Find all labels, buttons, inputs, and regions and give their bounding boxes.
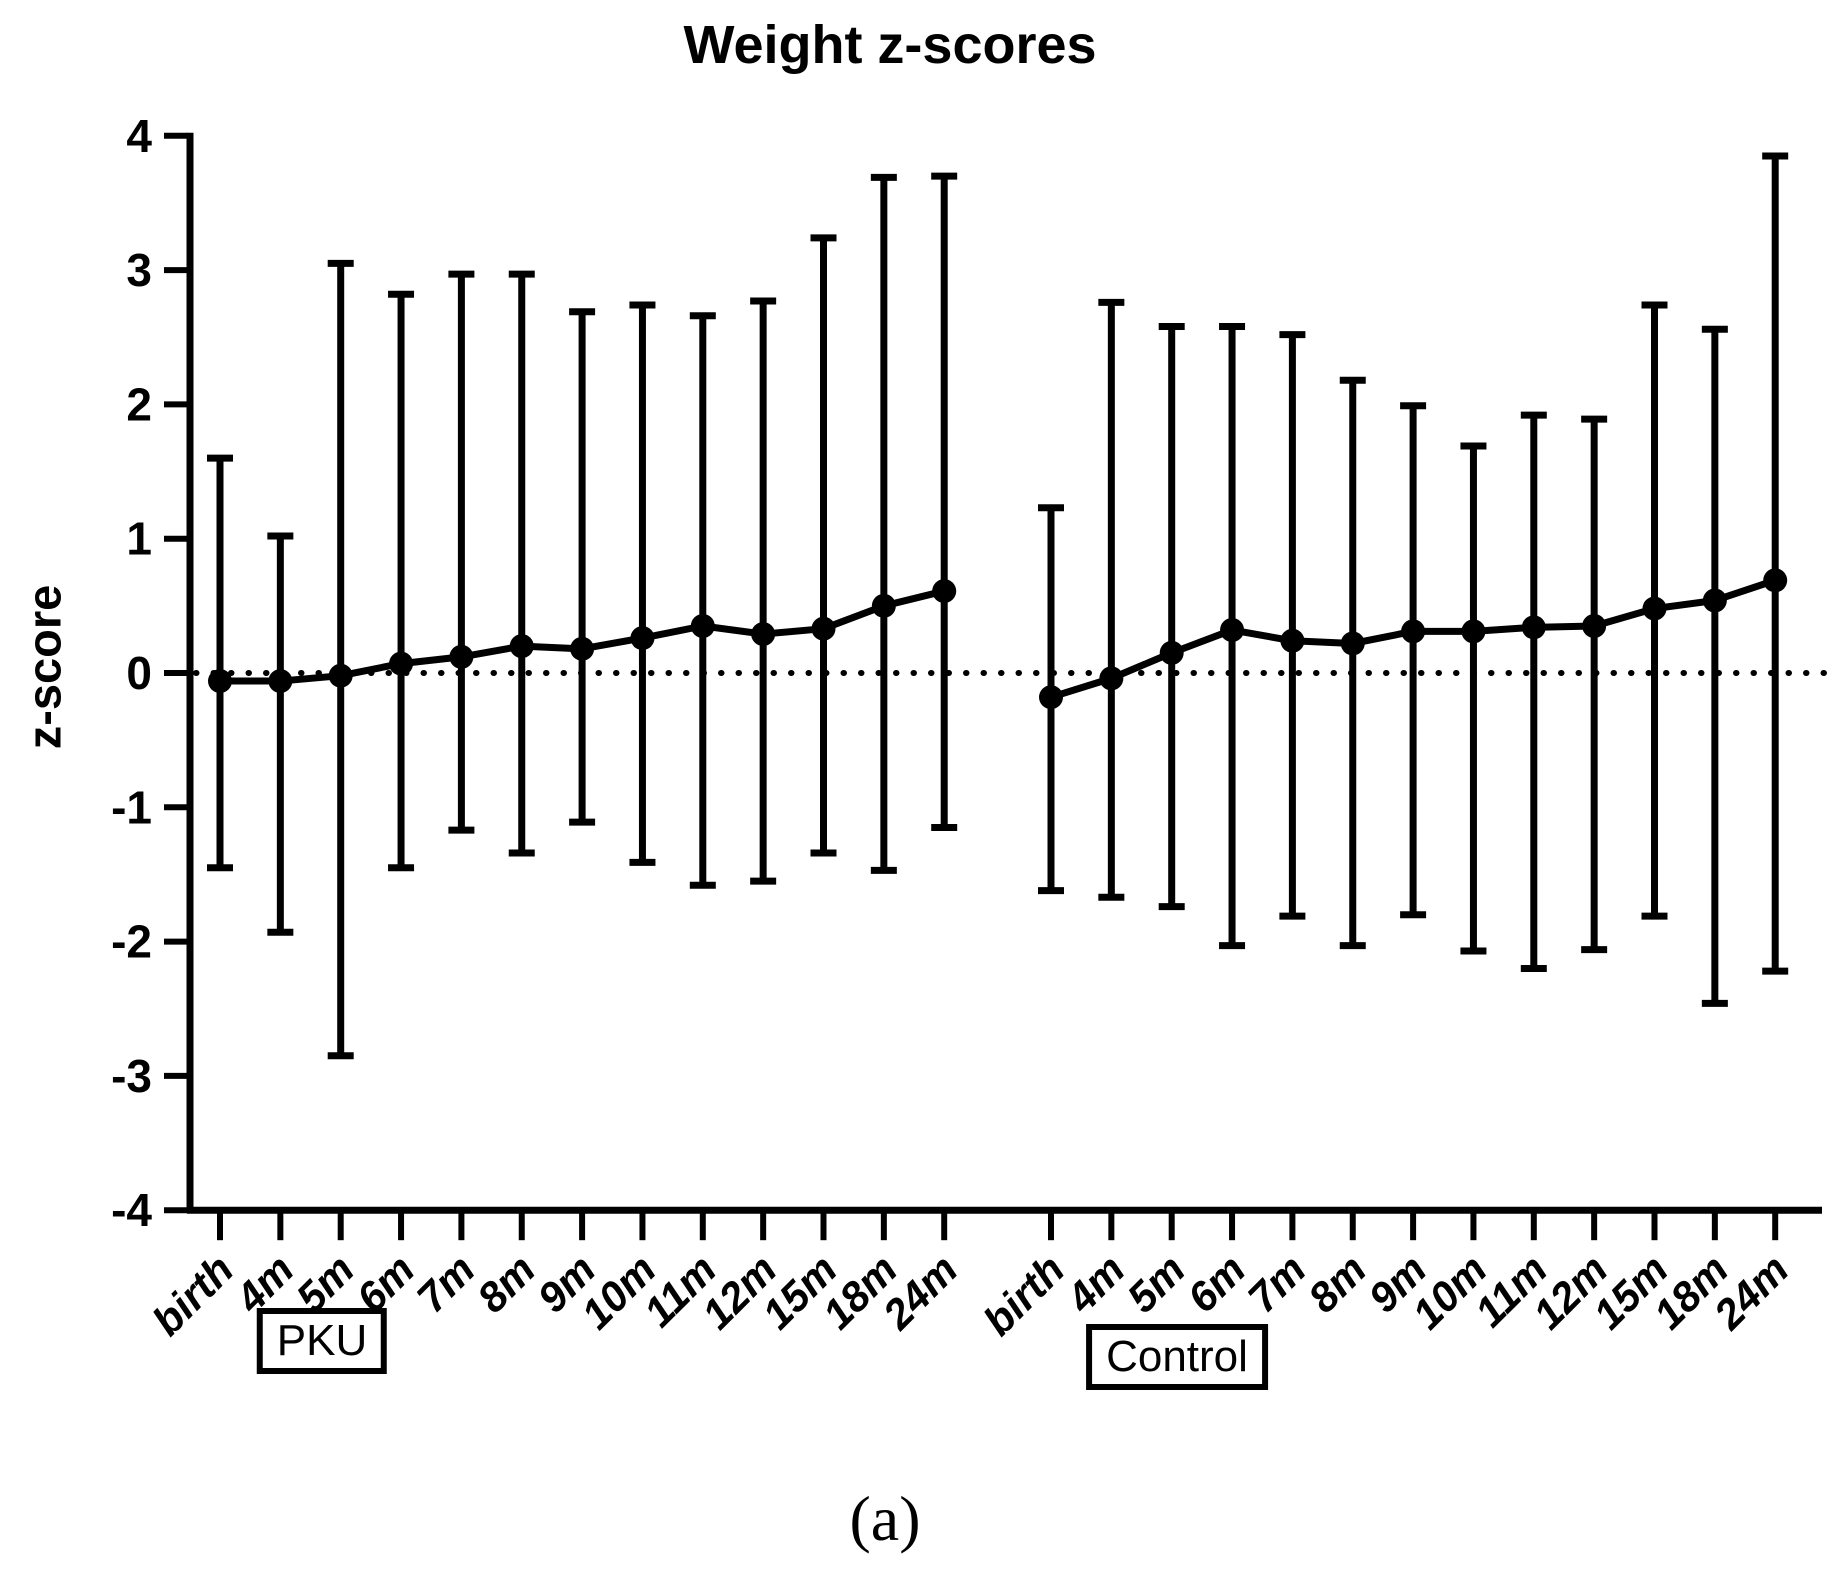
mean-point [449,644,474,669]
mean-point [932,579,957,604]
group-label-pku: PKU [256,1308,388,1374]
y-tick-label: 2 [126,378,152,430]
mean-point [268,669,293,694]
x-tick-label: birth [143,1245,242,1344]
mean-point [1582,613,1607,638]
mean-point [1099,666,1124,691]
mean-point [1461,619,1486,644]
y-tick-label: -3 [111,1050,152,1102]
mean-point [1702,588,1727,613]
figure-caption: (a) [849,1483,921,1554]
mean-point [1159,640,1184,665]
mean-point [570,636,595,661]
y-tick-label: -1 [111,781,152,833]
y-tick-label: 4 [126,110,152,162]
y-tick-label: -2 [111,916,152,968]
mean-point [1340,631,1365,656]
mean-point [328,663,353,688]
x-tick-label: birth [974,1245,1073,1344]
y-tick-label: 0 [126,647,152,699]
y-tick-label: 3 [126,244,152,296]
y-tick-label: -4 [111,1184,152,1236]
mean-point [1039,685,1063,710]
y-tick-label: 1 [126,513,152,565]
mean-point [871,593,896,618]
group-label-control: Control [1086,1324,1268,1390]
mean-point [811,616,836,641]
mean-point [690,613,715,638]
mean-point [1521,615,1546,640]
mean-point [630,626,655,651]
chart-title: Weight z-scores [683,15,1097,75]
mean-point [751,622,776,647]
mean-point [389,651,414,676]
mean-point [1642,596,1667,621]
mean-point [509,634,534,659]
y-axis-label: z-score [17,584,71,750]
mean-point [208,669,232,694]
mean-point [1280,628,1305,653]
mean-point [1763,568,1788,593]
mean-point [1401,619,1426,644]
mean-point [1220,618,1245,643]
x-tick-label: 24m [873,1245,966,1338]
x-tick-label: 24m [1704,1245,1797,1338]
